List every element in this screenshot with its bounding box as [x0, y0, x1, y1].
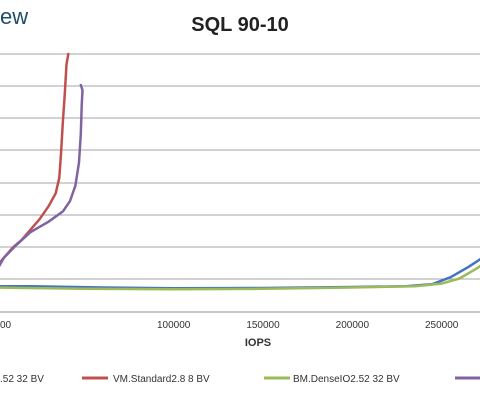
series-line-1 [0, 257, 480, 290]
x-axis-label: IOPS [245, 337, 271, 349]
x-tick-label: 250000 [425, 320, 459, 331]
x-tick-label: 150000 [246, 320, 280, 331]
series-line-4 [0, 83, 84, 268]
x-tick-label: 100000 [157, 320, 191, 331]
legend-label: .52 32 BV [0, 374, 44, 385]
chart-title: SQL 90-10 [191, 14, 289, 36]
legend: .52 32 BV VM.Standard2.8 8 BV BM.DenseIO2.… [0, 374, 480, 385]
legend-label: VM.Standard2.8 8 BV [113, 374, 210, 385]
series-line-3 [0, 264, 480, 291]
series-lines [0, 52, 480, 291]
legend-label: BM.DenseIO2.52 32 BV [293, 374, 400, 385]
corner-text: ew [0, 4, 29, 29]
gridlines [0, 53, 480, 313]
x-tick-label: 200000 [336, 320, 370, 331]
x-tick-label: 00 [0, 320, 12, 331]
x-tick-labels: 00 100000 150000 200000 250000 [0, 320, 459, 331]
